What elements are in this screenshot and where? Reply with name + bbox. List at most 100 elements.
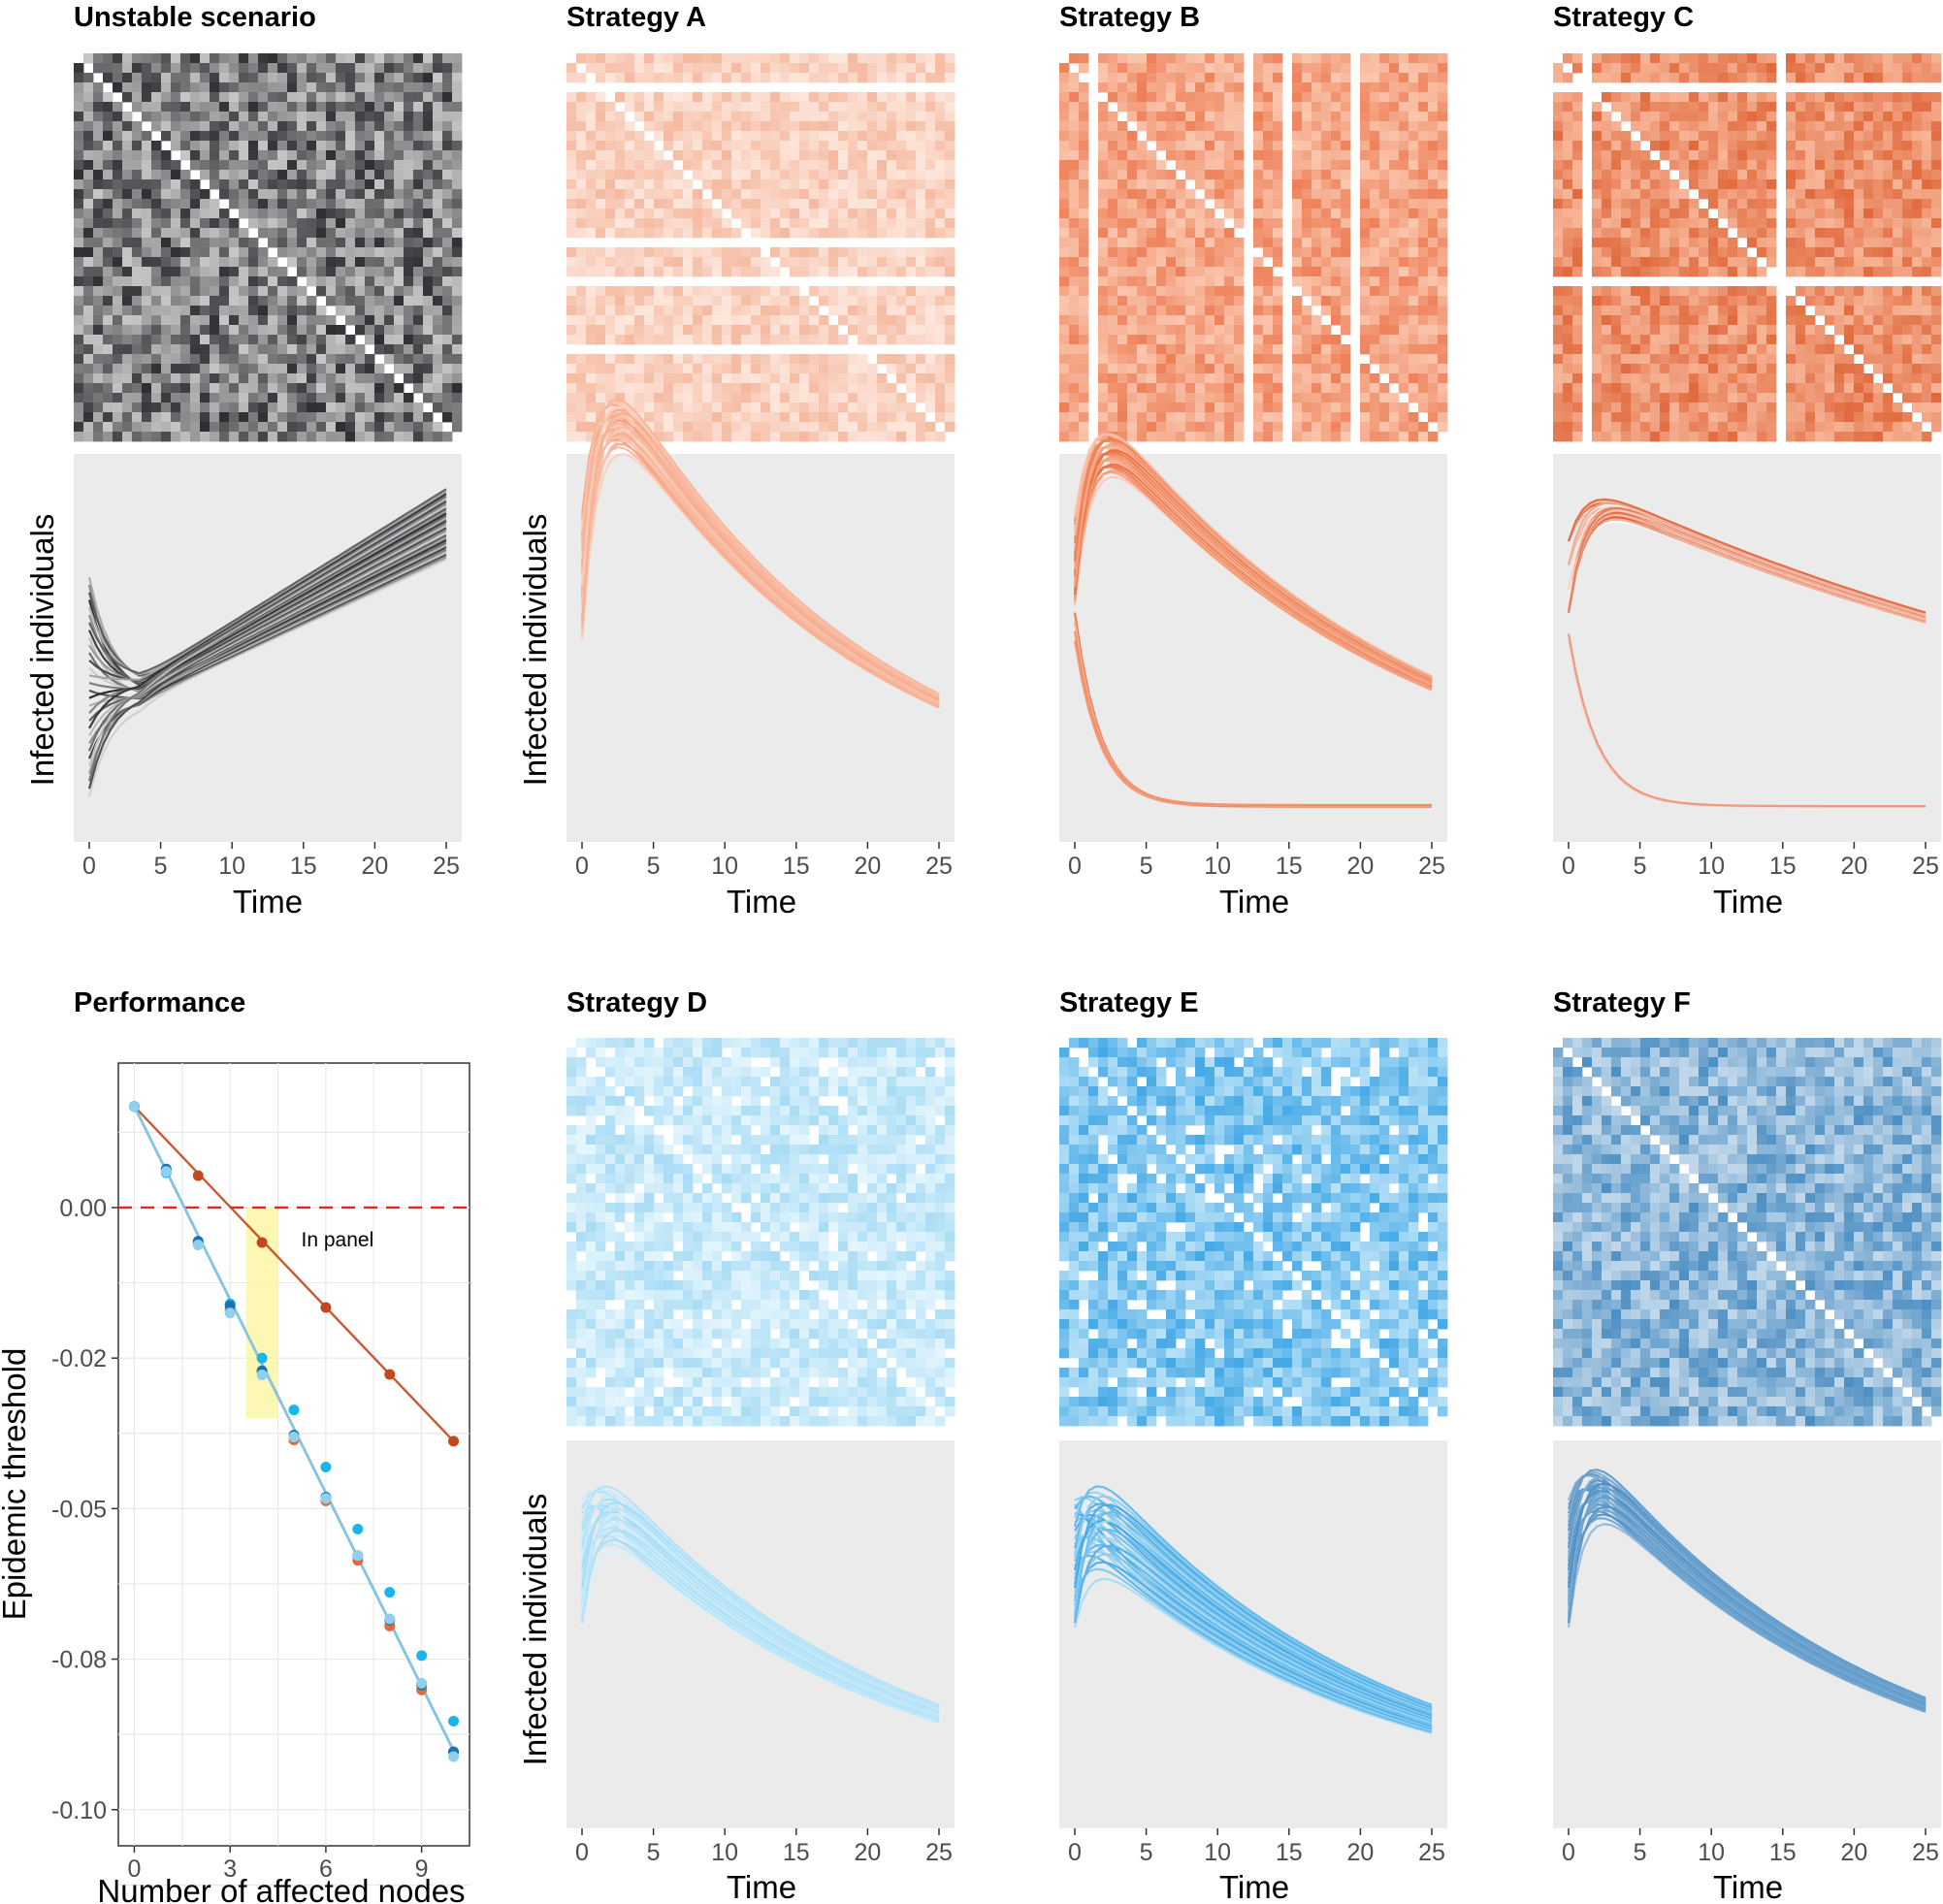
heatmap-cell [1059,315,1070,326]
heatmap-cell [1312,53,1322,64]
heatmap-cell [1360,393,1371,403]
heatmap-cell [336,170,346,180]
heatmap-cell [673,53,684,64]
heatmap-cell [1902,150,1913,161]
heatmap-cell [1418,209,1429,219]
heatmap-cell [1389,393,1400,403]
heatmap-cell [1438,296,1448,307]
heatmap-cell [384,160,395,171]
heatmap-cell [210,364,220,374]
heatmap-cell [1379,422,1390,433]
heatmap-cell [200,315,210,326]
heatmap-cell [122,335,133,345]
heatmap-cell [1669,73,1680,83]
heatmap-cell [625,228,635,239]
heatmap-cell [664,228,674,239]
heatmap-cell [712,63,723,74]
heatmap-cell [1360,170,1371,180]
heatmap-cell [625,102,635,113]
heatmap-cell [1399,403,1409,413]
heatmap-cell [712,170,723,180]
heatmap-cell [307,218,317,229]
heatmap-cell [1592,199,1603,210]
heatmap-cell [1185,141,1196,151]
heatmap-cell [1214,247,1225,258]
heatmap-cell [1718,199,1729,210]
heatmap-cell [1117,189,1128,200]
heatmap-cell [219,306,230,316]
heatmap-cell [925,306,936,316]
heatmap-cell [935,228,946,239]
heatmap-cell [1127,247,1138,258]
heatmap-cell [741,102,752,113]
heatmap-cell [1234,393,1245,403]
heatmap-cell [365,403,375,413]
heatmap-cell [1863,73,1874,83]
heatmap-cell [1592,53,1603,64]
heatmap-cell [644,412,655,423]
heatmap-cell [1553,141,1564,151]
heatmap-cell [1195,364,1206,374]
heatmap-cell [1079,53,1089,64]
heatmap-cell [1844,121,1855,132]
heatmap-cell [1224,344,1235,355]
heatmap-cell [287,393,298,403]
heatmap-cell [171,92,181,103]
heatmap-cell [345,247,356,258]
heatmap-cell [1331,189,1342,200]
heatmap-cell [1592,112,1603,122]
heatmap-cell [113,170,123,180]
heatmap-cell [190,373,201,384]
heatmap-cell [355,257,366,268]
heatmap-cell [770,432,781,442]
heatmap-cell [442,150,453,161]
heatmap-cell [925,112,936,122]
heatmap-cell [673,354,684,365]
heatmap-cell [605,218,616,229]
heatmap-cell [625,393,635,403]
heatmap-cell [365,170,375,180]
heatmap-cell [1156,383,1167,394]
heatmap-cell [634,286,645,297]
heatmap-cell [1079,150,1089,161]
heatmap-cell [1224,306,1235,316]
heatmap-cell [1079,82,1089,93]
heatmap-cell [161,199,172,210]
heatmap-cell [384,131,395,142]
heatmap-cell [1553,218,1564,229]
heatmap-cell [433,102,443,113]
heatmap-cell [712,160,723,171]
heatmap-cell [248,63,259,74]
heatmap-cell [1409,63,1419,74]
heatmap-cell [1273,228,1283,239]
heatmap-cell [567,315,577,326]
heatmap-cell [935,315,946,326]
heatmap-cell [1863,179,1874,190]
heatmap-cell [1069,209,1080,219]
heatmap-cell [1438,247,1448,258]
heatmap-cell [1805,73,1816,83]
heatmap-cell [1592,102,1603,113]
heatmap-cell [576,121,587,132]
heatmap-cell [693,315,703,326]
heatmap-cell [1224,150,1235,161]
heatmap-cell [1650,53,1661,64]
heatmap-cell [1699,73,1709,83]
heatmap-cell [1747,189,1758,200]
heatmap-cell [935,209,946,219]
heatmap-cell [83,422,94,433]
heatmap-cell [132,267,143,277]
heatmap-cell [1098,160,1109,171]
heatmap-cell [93,209,104,219]
heatmap-cell [1292,412,1303,423]
heatmap-cell [567,189,577,200]
heatmap-cell [906,412,917,423]
heatmap-cell [142,63,152,74]
heatmap-cell [1409,160,1419,171]
heatmap-cell [413,102,424,113]
heatmap-cell [1253,393,1264,403]
heatmap-cell [1176,364,1186,374]
heatmap-cell [1844,189,1855,200]
heatmap-cell [1679,141,1690,151]
heatmap-cell [1273,276,1283,287]
